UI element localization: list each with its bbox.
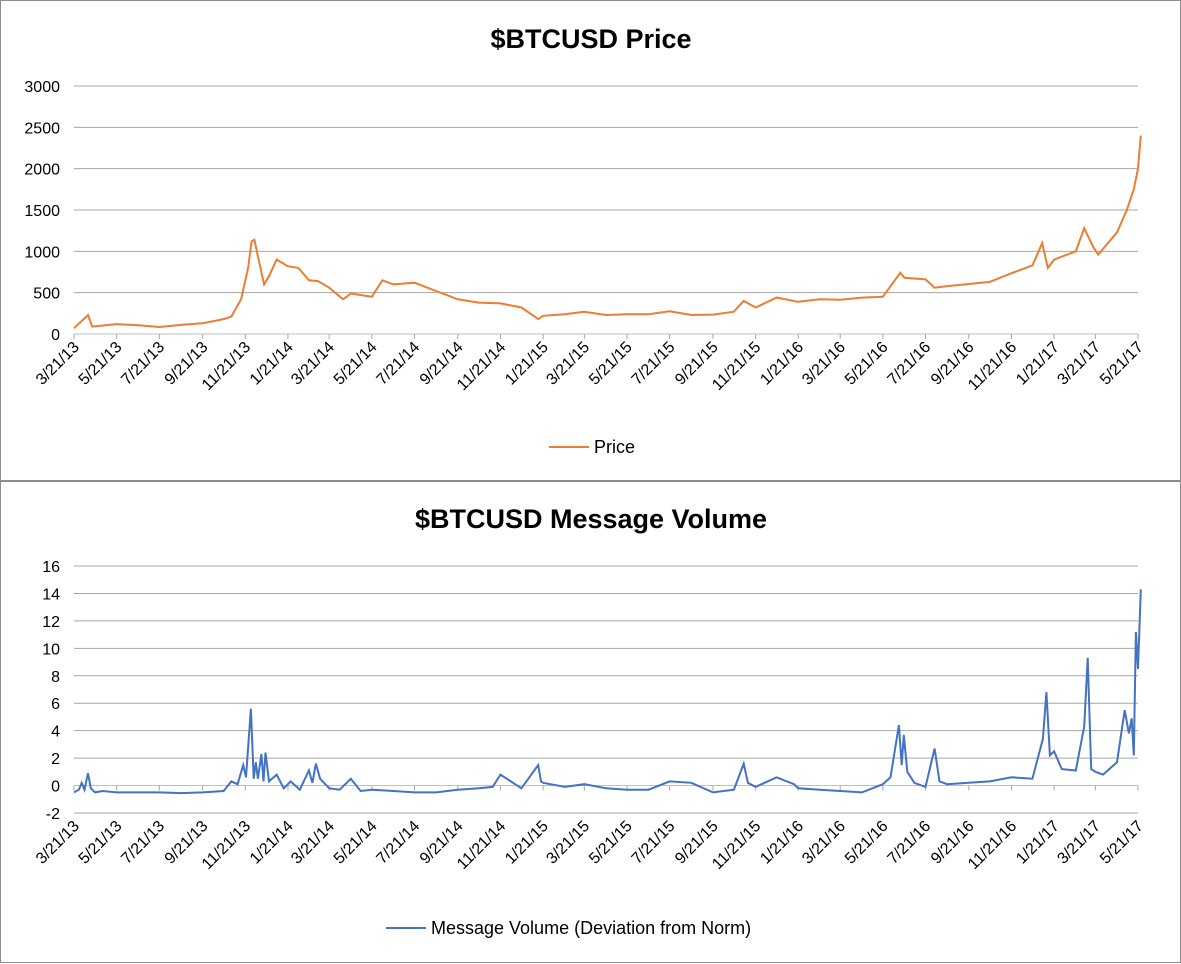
x-tick-label: 1/21/14 (247, 339, 297, 389)
y-tick-label: 6 (51, 696, 60, 713)
y-tick-label: 8 (51, 669, 60, 686)
x-tick-label: 3/21/15 (543, 818, 593, 868)
x-tick-label: 3/21/14 (288, 339, 338, 389)
price-chart-panel: $BTCUSD Price 0 500 1000 1500 2000 2500 3000 3… (0, 0, 1181, 481)
x-tick-label: 3/21/13 (33, 339, 83, 389)
x-tick-label: 1/21/16 (757, 818, 807, 868)
y-tick-label: -2 (46, 806, 60, 823)
x-tick-label: 1/21/15 (502, 818, 552, 868)
x-tick-label: 5/21/14 (331, 818, 381, 868)
chart-title: $BTCUSD Price (490, 24, 691, 54)
x-tick-label: 5/21/16 (842, 818, 892, 868)
x-tick-label: 3/21/16 (799, 818, 849, 868)
x-tick-label: 1/21/14 (247, 818, 297, 868)
x-tick-label: 5/21/16 (842, 339, 892, 389)
legend-label-price: Price (594, 437, 635, 457)
x-tick-label: 3/21/15 (543, 339, 593, 389)
x-tick-label: 5/21/15 (586, 818, 636, 868)
x-tick-label: 3/21/13 (33, 818, 83, 868)
x-tick-label: 1/21/17 (1013, 818, 1063, 868)
y-tick-label: 1000 (24, 244, 60, 261)
x-tick-label: 7/21/13 (118, 818, 168, 868)
x-tick-label: 5/21/17 (1097, 818, 1147, 868)
x-tick-label: 7/21/15 (629, 339, 679, 389)
x-tick-label: 1/21/16 (757, 339, 807, 389)
series-line-price (73, 135, 1142, 329)
x-tick-label: 3/21/17 (1054, 339, 1104, 389)
legend: Message Volume (Deviation from Norm) (386, 918, 751, 938)
legend-label-message-volume: Message Volume (Deviation from Norm) (431, 918, 751, 938)
legend: Price (549, 437, 635, 457)
y-tick-label: 16 (42, 559, 60, 576)
x-tick-label: 3/21/16 (799, 339, 849, 389)
x-tick-label: 7/21/16 (885, 818, 935, 868)
y-tick-label: 0 (51, 779, 60, 796)
message-volume-chart: $BTCUSD Message Volume -2 0 2 4 6 8 10 12 14 16 3… (33, 504, 1147, 938)
x-tick-label: 1/21/17 (1013, 339, 1063, 389)
y-tick-label: 1500 (24, 203, 60, 220)
y-tick-label: 3000 (24, 79, 60, 96)
x-tick-label: 5/21/15 (586, 339, 636, 389)
x-tick-label: 5/21/13 (76, 339, 126, 389)
x-tick-label: 1/21/15 (502, 339, 552, 389)
y-tick-label: 12 (42, 614, 60, 631)
y-tick-label: 10 (42, 641, 60, 658)
y-tick-label: 14 (42, 586, 60, 603)
x-tick-label: 5/21/17 (1097, 339, 1147, 389)
y-tick-label: 500 (33, 286, 60, 303)
x-tick-label: 3/21/14 (288, 818, 338, 868)
x-tick-label: 3/21/17 (1054, 818, 1104, 868)
x-tick-label: 7/21/14 (374, 339, 424, 389)
y-tick-label: 2000 (24, 162, 60, 179)
x-tick-label: 7/21/14 (374, 818, 424, 868)
x-tick-label: 7/21/16 (885, 339, 935, 389)
chart-title: $BTCUSD Message Volume (415, 504, 767, 534)
x-tick-label: 7/21/13 (118, 339, 168, 389)
y-tick-label: 2 (51, 751, 60, 768)
x-tick-label: 7/21/15 (629, 818, 679, 868)
series-line-message-volume (73, 589, 1142, 795)
y-tick-label: 0 (51, 327, 60, 344)
x-tick-label: 5/21/14 (331, 339, 381, 389)
y-tick-label: 2500 (24, 120, 60, 137)
price-chart: $BTCUSD Price 0 500 1000 1500 2000 2500 3000 3… (24, 24, 1147, 457)
volume-chart-panel: $BTCUSD Message Volume -2 0 2 4 6 8 10 12 14 16 3… (0, 481, 1181, 963)
y-tick-label: 4 (51, 724, 60, 741)
x-tick-label: 5/21/13 (76, 818, 126, 868)
